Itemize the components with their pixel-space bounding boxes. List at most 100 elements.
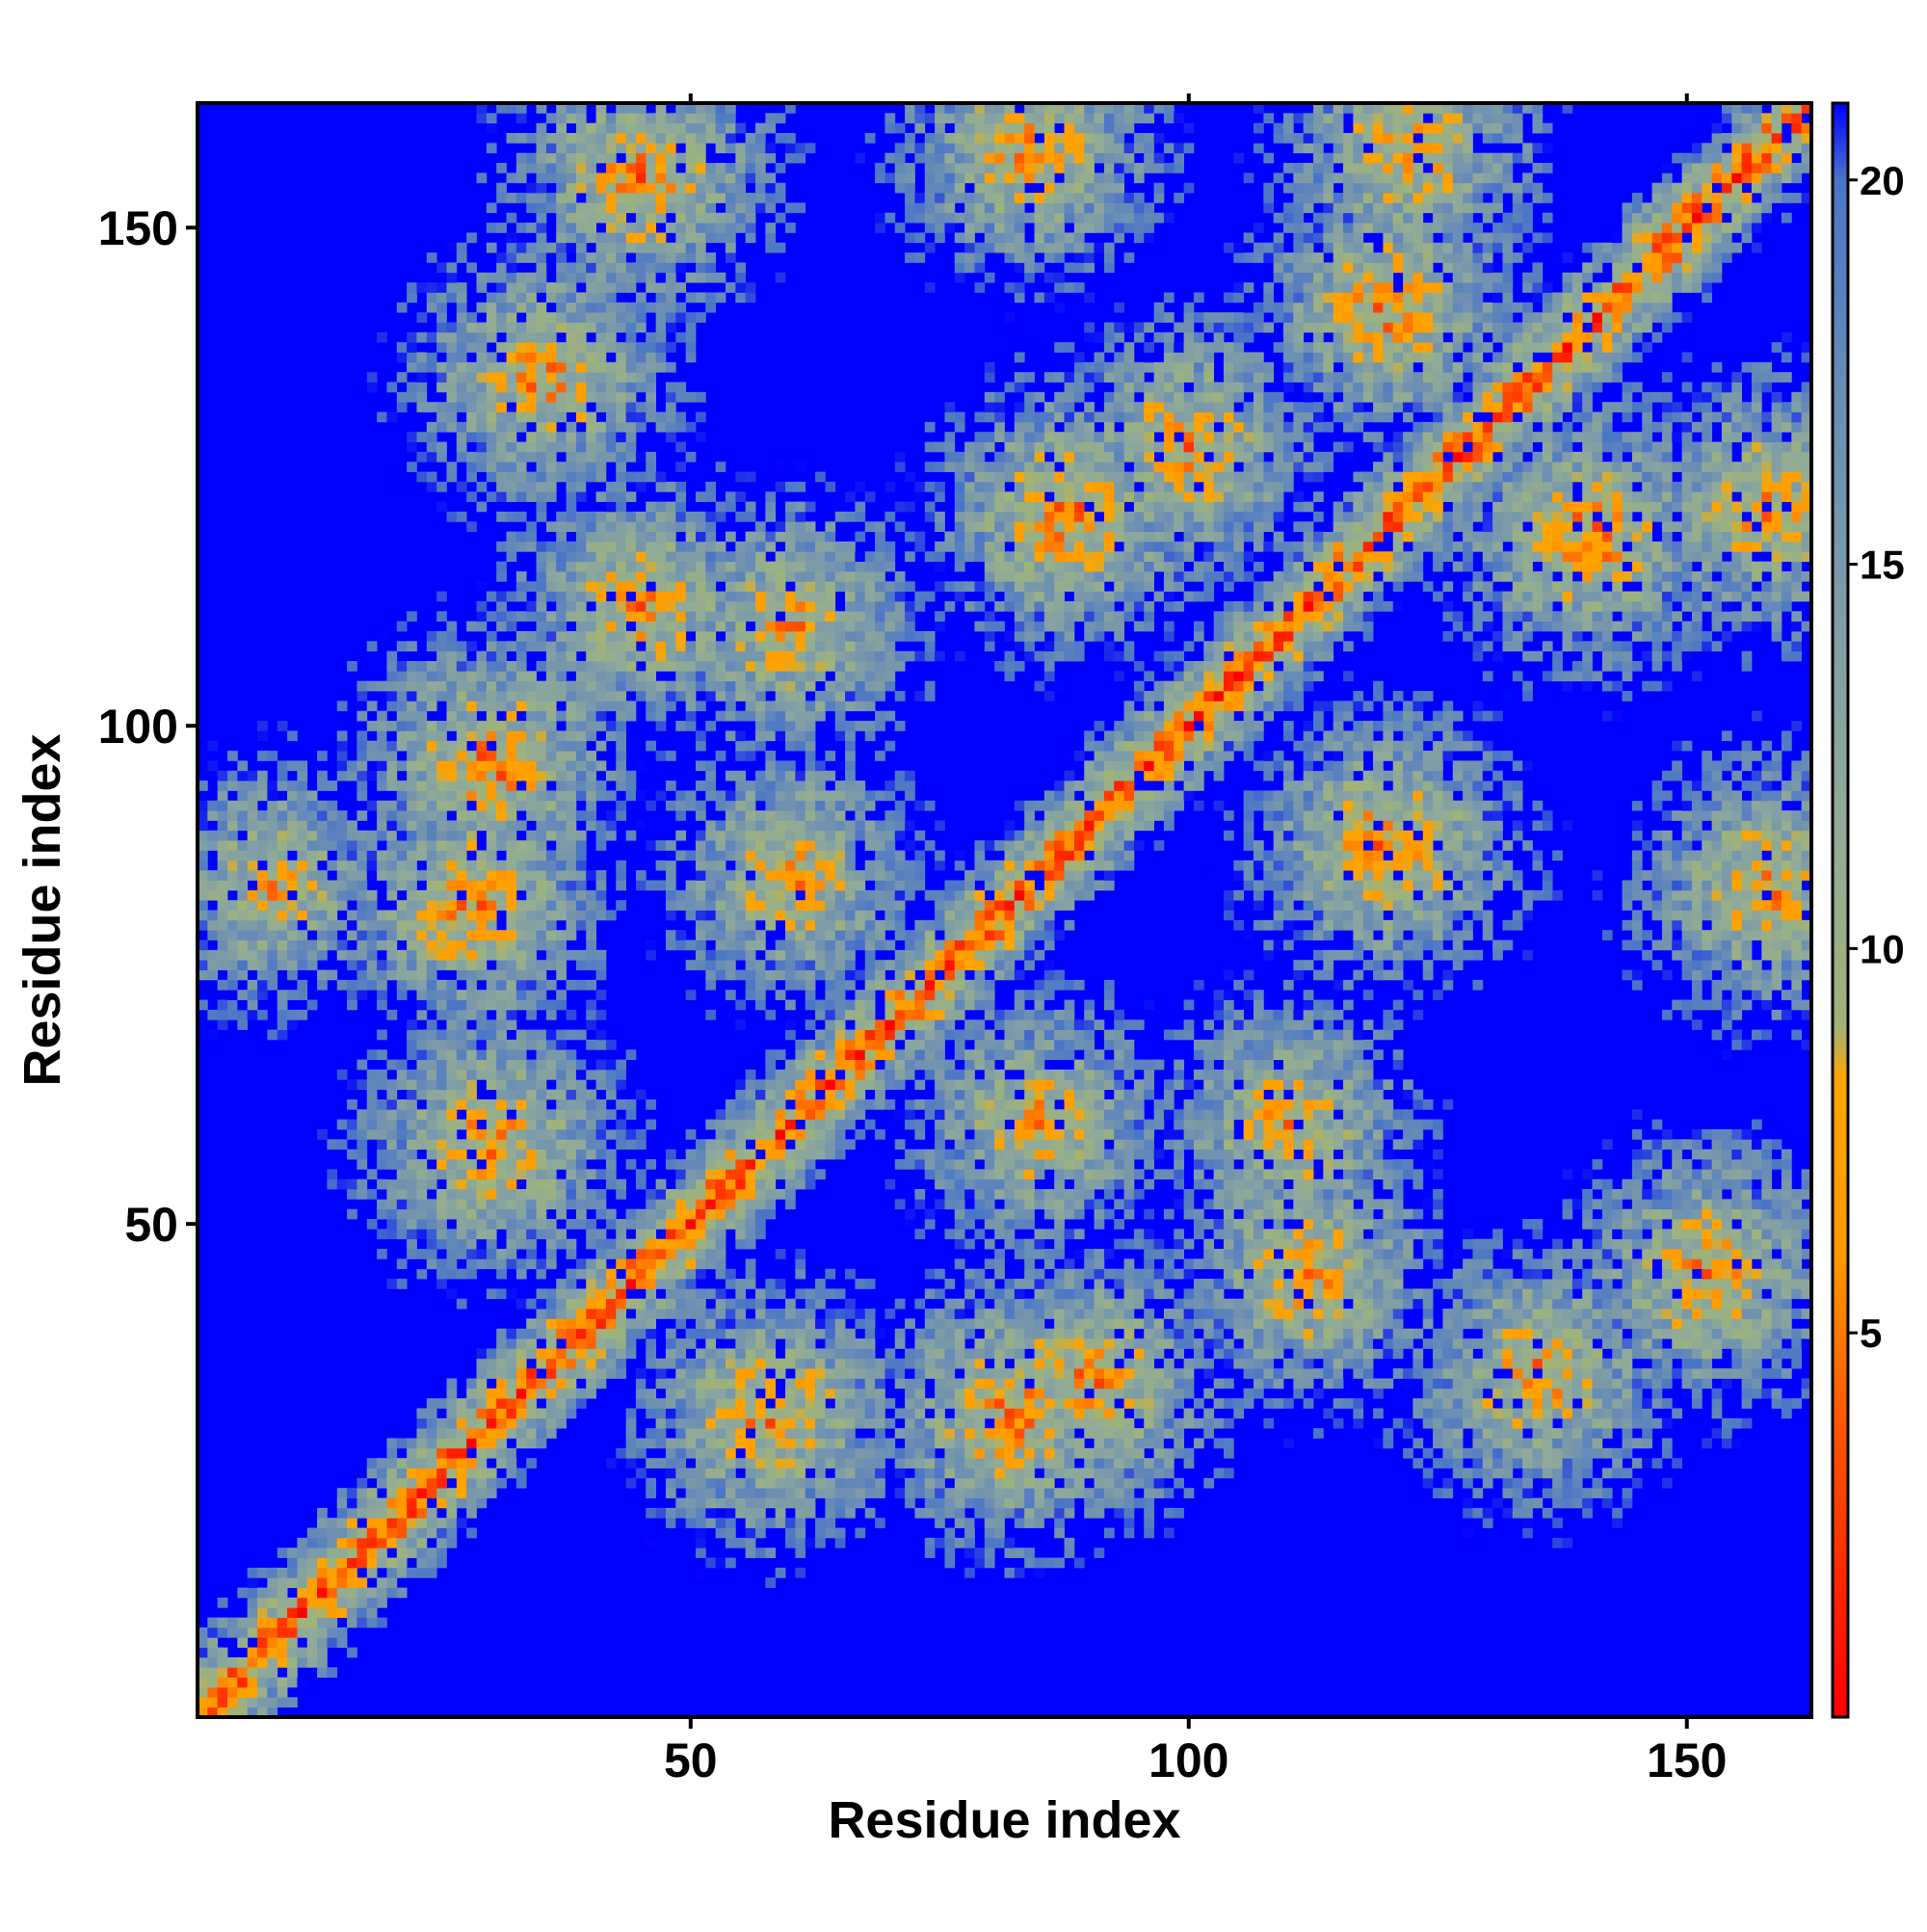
heatmap-cell	[515, 1447, 527, 1459]
heatmap-cell	[646, 600, 657, 612]
heatmap-cell	[586, 1328, 596, 1339]
heatmap-cell	[526, 1238, 537, 1250]
heatmap-cell	[735, 262, 747, 274]
heatmap-cell	[237, 1707, 249, 1718]
heatmap-cell	[586, 451, 596, 463]
heatmap-cell	[347, 979, 357, 991]
heatmap-cell	[446, 1268, 458, 1280]
heatmap-cell	[536, 641, 547, 652]
heatmap-cell	[277, 1677, 288, 1688]
heatmap-cell	[536, 212, 547, 224]
heatmap-cell	[386, 930, 398, 940]
heatmap-cell	[416, 391, 428, 403]
heatmap-cell	[436, 919, 447, 931]
heatmap-cell	[685, 113, 697, 124]
heatmap-cell	[386, 740, 398, 752]
heatmap-cell	[436, 800, 447, 811]
heatmap-cell	[486, 1447, 497, 1459]
heatmap-cell	[536, 361, 547, 373]
heatmap-cell	[277, 1548, 288, 1558]
heatmap-cell	[366, 1119, 378, 1130]
heatmap-cell	[765, 781, 777, 791]
heatmap-cell	[575, 352, 587, 363]
heatmap-cell	[616, 1119, 626, 1130]
heatmap-cell	[386, 1109, 398, 1121]
heatmap-cell	[536, 661, 547, 672]
heatmap-cell	[396, 1059, 408, 1071]
heatmap-cell	[575, 1169, 587, 1180]
heatmap-cell	[655, 561, 667, 572]
heatmap-cell	[436, 1497, 447, 1509]
heatmap-cell	[506, 641, 517, 652]
heatmap-cell	[277, 800, 288, 811]
heatmap-cell	[745, 910, 756, 921]
heatmap-cell	[327, 1627, 338, 1638]
heatmap-cell	[416, 710, 428, 722]
heatmap-cell	[586, 481, 596, 492]
heatmap-cell	[486, 790, 497, 802]
heatmap-cell	[217, 860, 228, 871]
heatmap-cell	[795, 671, 806, 682]
heatmap-cell	[486, 730, 497, 742]
heatmap-cell	[277, 1577, 288, 1588]
heatmap-cell	[515, 322, 527, 333]
heatmap-cell	[466, 1189, 477, 1200]
heatmap-cell	[327, 1667, 338, 1679]
heatmap-cell	[745, 1279, 756, 1289]
heatmap-cell	[605, 621, 617, 632]
heatmap-cell	[566, 1169, 577, 1180]
heatmap-cell	[486, 820, 497, 832]
heatmap-cell	[436, 342, 447, 353]
heatmap-cell	[515, 751, 527, 761]
heatmap-cell	[526, 382, 537, 393]
heatmap-cell	[805, 740, 816, 752]
heatmap-cell	[545, 751, 557, 761]
heatmap-cell	[466, 1378, 477, 1389]
heatmap-cell	[675, 1268, 687, 1280]
heatmap-cell	[745, 611, 756, 622]
heatmap-cell	[745, 541, 756, 552]
heatmap-cell	[775, 1438, 786, 1449]
heatmap-cell	[566, 322, 577, 333]
heatmap-cell	[377, 919, 387, 931]
heatmap-cell	[436, 1417, 447, 1429]
heatmap-cell	[575, 900, 587, 911]
heatmap-cell	[616, 113, 626, 124]
heatmap-cell	[685, 292, 697, 304]
heatmap-cell	[575, 721, 587, 731]
heatmap-cell	[725, 182, 736, 194]
heatmap-cell	[745, 282, 756, 293]
heatmap-cell	[416, 930, 428, 940]
heatmap-cell	[805, 1428, 816, 1439]
heatmap-cell	[396, 1507, 408, 1519]
heatmap-cell	[785, 870, 796, 881]
heatmap-cell	[566, 193, 577, 203]
heatmap-cell	[646, 1428, 657, 1439]
heatmap-cell	[575, 402, 587, 412]
heatmap-cell	[545, 979, 557, 991]
heatmap-cell	[745, 1358, 756, 1369]
heatmap-cell	[317, 1548, 328, 1558]
heatmap-cell	[715, 910, 726, 921]
heatmap-cell	[616, 252, 626, 263]
heatmap-cell	[366, 680, 378, 692]
heatmap-cell	[416, 850, 428, 861]
heatmap-cell	[675, 1438, 687, 1449]
heatmap-cell	[515, 940, 527, 951]
heatmap-cell	[476, 1488, 488, 1498]
heatmap-cell	[625, 600, 637, 612]
heatmap-cell	[825, 1438, 836, 1449]
heatmap-cell	[396, 830, 408, 841]
heatmap-cell	[795, 1328, 806, 1339]
heatmap-cell	[605, 361, 617, 373]
heatmap-cell	[347, 661, 357, 672]
heatmap-cell	[755, 740, 766, 752]
heatmap-cell	[217, 800, 228, 811]
heatmap-cell	[715, 940, 726, 951]
heatmap-cell	[825, 940, 836, 951]
heatmap-cell	[486, 421, 497, 433]
heatmap-cell	[416, 1268, 428, 1280]
heatmap-cell	[815, 969, 826, 981]
heatmap-cell	[446, 1258, 458, 1270]
heatmap-cell	[765, 1408, 777, 1419]
